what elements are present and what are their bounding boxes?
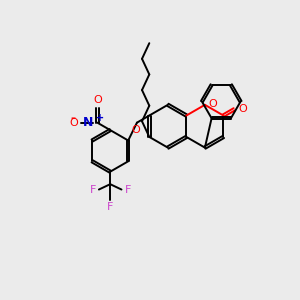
Text: O: O [131,125,140,135]
Text: O: O [238,104,247,114]
Text: F: F [107,202,113,212]
Text: F: F [124,184,131,194]
Text: +: + [96,113,104,123]
Text: -: - [70,112,75,125]
Text: O: O [93,95,102,105]
Text: N: N [83,116,93,129]
Text: O: O [209,99,218,109]
Text: F: F [90,184,96,194]
Text: O: O [69,118,78,128]
